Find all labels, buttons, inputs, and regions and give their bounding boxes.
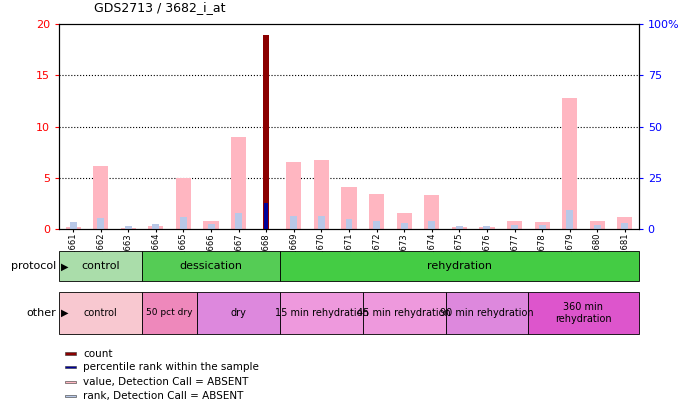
Bar	[264, 203, 268, 229]
Bar	[456, 226, 463, 229]
Bar	[617, 217, 632, 229]
Bar	[429, 221, 436, 229]
Bar	[562, 98, 577, 229]
Bar	[207, 224, 214, 229]
Bar	[484, 226, 491, 229]
Bar	[480, 227, 494, 229]
Text: 360 min
rehydration: 360 min rehydration	[555, 302, 612, 324]
Bar	[290, 215, 297, 229]
Text: ▶: ▶	[61, 308, 68, 318]
Bar	[176, 178, 191, 229]
Text: rehydration: rehydration	[427, 261, 492, 271]
Bar	[369, 194, 384, 229]
Bar	[148, 226, 163, 229]
Text: 50 pct dry: 50 pct dry	[147, 308, 193, 318]
Bar	[97, 217, 104, 229]
Text: GDS2713 / 3682_i_at: GDS2713 / 3682_i_at	[94, 1, 225, 14]
Bar	[341, 187, 357, 229]
Bar	[180, 217, 187, 229]
Bar	[511, 225, 518, 229]
Text: rank, Detection Call = ABSENT: rank, Detection Call = ABSENT	[83, 391, 244, 401]
Bar	[535, 222, 550, 229]
Text: dessication: dessication	[179, 261, 243, 271]
Bar	[65, 395, 76, 397]
Bar	[204, 221, 218, 229]
Text: control: control	[84, 308, 117, 318]
Text: 15 min rehydration: 15 min rehydration	[274, 308, 369, 318]
Text: control: control	[82, 261, 120, 271]
Bar	[594, 225, 601, 229]
Bar	[621, 223, 628, 229]
Bar	[59, 292, 142, 334]
Bar	[142, 251, 280, 281]
Bar	[507, 221, 522, 229]
Bar	[66, 227, 81, 229]
Bar	[286, 162, 302, 229]
Bar	[539, 225, 546, 229]
Bar	[346, 219, 352, 229]
Bar	[263, 34, 269, 229]
Bar	[121, 228, 136, 229]
Bar	[65, 352, 76, 355]
Bar	[528, 292, 639, 334]
Bar	[70, 222, 77, 229]
Text: 45 min rehydration: 45 min rehydration	[357, 308, 451, 318]
Bar	[142, 292, 198, 334]
Text: dry: dry	[231, 308, 246, 318]
Bar	[59, 251, 142, 281]
Bar	[566, 211, 573, 229]
Bar	[125, 226, 132, 229]
Text: value, Detection Call = ABSENT: value, Detection Call = ABSENT	[83, 377, 248, 387]
Text: ▶: ▶	[61, 261, 68, 271]
Bar	[314, 160, 329, 229]
Bar	[280, 251, 639, 281]
Bar	[452, 227, 467, 229]
Bar	[401, 223, 408, 229]
Text: other: other	[26, 308, 56, 318]
Bar	[363, 292, 445, 334]
Bar	[231, 137, 246, 229]
Bar	[65, 366, 76, 369]
Bar	[590, 221, 605, 229]
Bar	[198, 292, 280, 334]
Text: 90 min rehydration: 90 min rehydration	[440, 308, 534, 318]
Bar	[424, 195, 439, 229]
Text: percentile rank within the sample: percentile rank within the sample	[83, 362, 259, 372]
Bar	[396, 213, 412, 229]
Bar	[152, 224, 159, 229]
Text: protocol: protocol	[10, 261, 56, 271]
Bar	[373, 221, 380, 229]
Bar	[280, 292, 363, 334]
Bar	[445, 292, 528, 334]
Bar	[318, 215, 325, 229]
Bar	[235, 213, 242, 229]
Bar	[93, 166, 108, 229]
Text: count: count	[83, 349, 113, 358]
Bar	[65, 381, 76, 383]
